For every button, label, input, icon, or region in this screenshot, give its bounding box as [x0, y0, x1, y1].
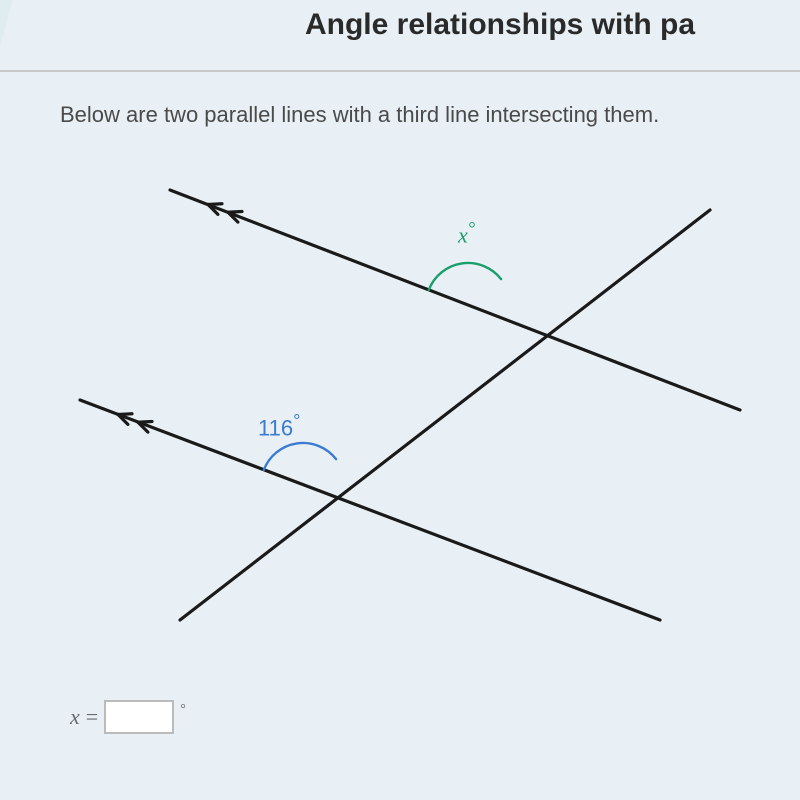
page-title: Angle relationships with pa [0, 8, 800, 42]
problem-prompt: Below are two parallel lines with a thir… [60, 102, 659, 128]
answer-unit-degree: ° [180, 702, 186, 718]
answer-input[interactable] [104, 700, 174, 734]
header-divider [0, 70, 800, 72]
equals-sign: = [86, 704, 98, 730]
angle-116-value: 116 [258, 415, 293, 440]
degree-symbol: ° [293, 410, 300, 431]
angle-x-var: x [458, 222, 468, 247]
geometry-diagram: x° 116° [40, 160, 760, 630]
answer-variable: x [70, 704, 80, 730]
diagram-svg [40, 160, 760, 630]
answer-row: x = ° [70, 700, 186, 734]
angle-x-label: x° [458, 218, 475, 248]
angle-116-label: 116° [258, 410, 300, 441]
degree-symbol: ° [468, 218, 475, 238]
